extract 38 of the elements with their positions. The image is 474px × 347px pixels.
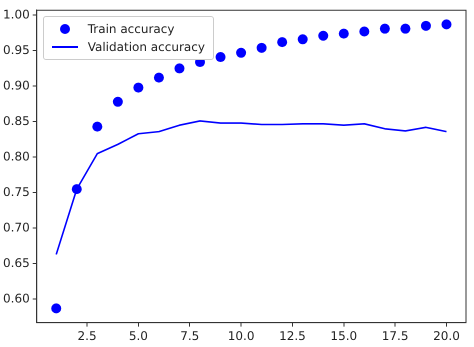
y-tick-label: 1.00 [3, 7, 30, 22]
point [51, 303, 62, 314]
point [256, 42, 267, 53]
x-tick-label: 15.0 [330, 328, 358, 343]
x-tick-label: 2.5 [77, 328, 97, 343]
point [154, 72, 164, 83]
point [277, 37, 288, 48]
x-tick-label: 5.0 [128, 328, 148, 343]
point [420, 20, 431, 31]
point [400, 24, 410, 34]
y-tick-label: 0.95 [3, 42, 30, 57]
y-tick-label: 0.80 [3, 149, 30, 164]
x-tick-label: 12.5 [279, 328, 306, 343]
point [359, 26, 370, 36]
point [236, 48, 246, 58]
point [380, 24, 390, 34]
point [441, 19, 452, 30]
point [298, 34, 308, 44]
x-tick-label: 17.5 [382, 328, 408, 343]
legend-label: Validation accuracy [88, 40, 205, 54]
x-tick-label: 10.0 [228, 328, 254, 343]
y-tick-label: 0.75 [3, 184, 30, 199]
point [72, 184, 82, 194]
legend-label: Train accuracy [88, 22, 174, 36]
y-tick-label: 0.85 [3, 114, 30, 128]
point [338, 28, 349, 39]
point [318, 30, 328, 41]
y-tick-label: 0.60 [3, 291, 30, 306]
point [174, 63, 184, 74]
y-tick-label: 0.70 [3, 220, 30, 234]
x-tick-label: 20.0 [433, 328, 460, 343]
point [216, 52, 226, 62]
x-tick-label: 7.5 [180, 328, 200, 343]
point [112, 96, 123, 107]
point [92, 122, 102, 132]
y-tick-label: 0.90 [3, 78, 30, 92]
y-tick-label: 0.65 [3, 256, 30, 270]
point [133, 82, 144, 93]
